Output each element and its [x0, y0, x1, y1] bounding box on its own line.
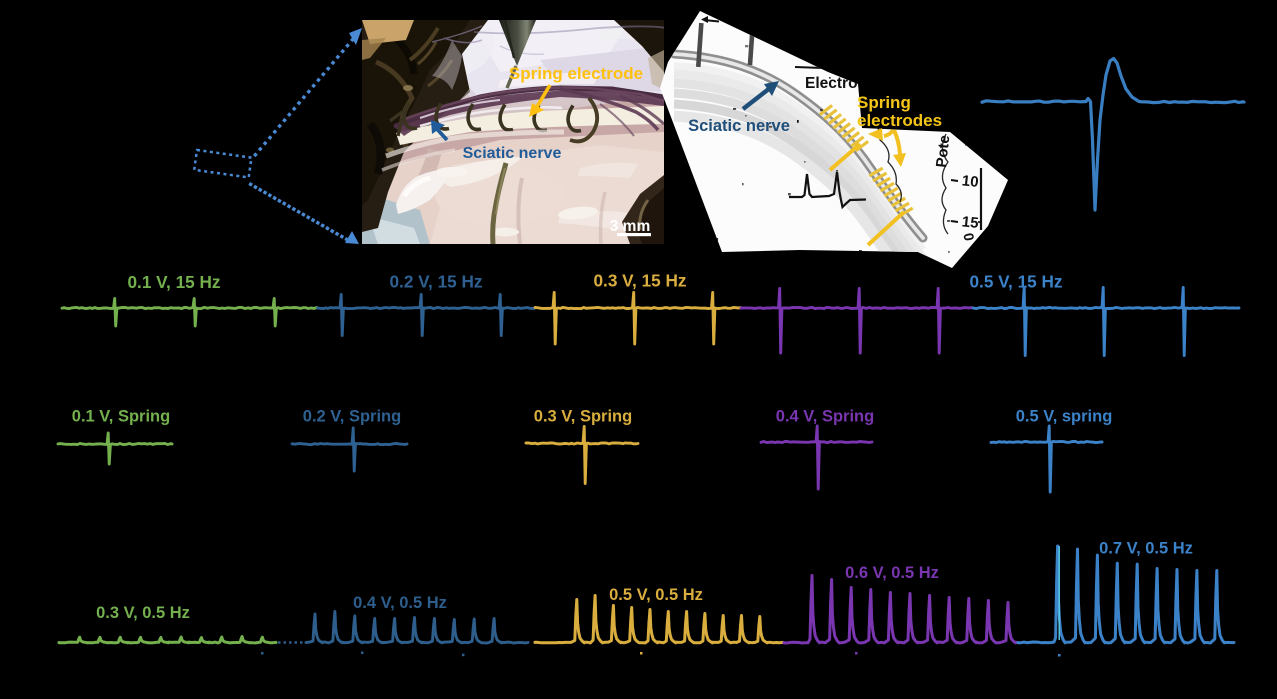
svg-text:0.2 V, 15 Hz: 0.2 V, 15 Hz — [389, 272, 482, 292]
svg-text:10: 10 — [961, 172, 979, 191]
svg-text:0.4 V, Spring: 0.4 V, Spring — [776, 408, 874, 426]
svg-text:0.5 V, 15 Hz: 0.5 V, 15 Hz — [969, 272, 1062, 292]
svg-text:0.1 V, 15 Hz: 0.1 V, 15 Hz — [127, 272, 220, 292]
svg-text:15: 15 — [961, 213, 979, 232]
svg-text:0.3 V, 15 Hz: 0.3 V, 15 Hz — [593, 271, 686, 291]
svg-text:0.5 V, 0.5 Hz: 0.5 V, 0.5 Hz — [609, 586, 703, 604]
svg-text:Spring: Spring — [857, 93, 911, 112]
svg-text:Spring electrode: Spring electrode — [509, 64, 643, 83]
svg-text:Sciatic nerve: Sciatic nerve — [688, 117, 790, 135]
svg-text:0.3 V, Spring: 0.3 V, Spring — [534, 408, 632, 426]
svg-text:0.1 V, Spring: 0.1 V, Spring — [72, 408, 170, 426]
svg-text:Sciatic nerve: Sciatic nerve — [463, 145, 562, 162]
svg-text:0.5 V, spring: 0.5 V, spring — [1016, 408, 1113, 426]
svg-text:3 mm: 3 mm — [610, 218, 651, 235]
svg-text:Pote: Pote — [933, 134, 953, 168]
svg-text:0.6 V, 0.5 Hz: 0.6 V, 0.5 Hz — [845, 564, 939, 582]
svg-text:electrodes: electrodes — [857, 111, 942, 130]
svg-text:0.7 V, 0.5 Hz: 0.7 V, 0.5 Hz — [1099, 540, 1193, 558]
svg-text:0: 0 — [960, 232, 977, 243]
svg-text:0.4 V, 0.5 Hz: 0.4 V, 0.5 Hz — [353, 594, 447, 612]
svg-text:0.3 V, 0.5 Hz: 0.3 V, 0.5 Hz — [96, 604, 190, 622]
svg-text:0.2 V, Spring: 0.2 V, Spring — [303, 408, 401, 426]
